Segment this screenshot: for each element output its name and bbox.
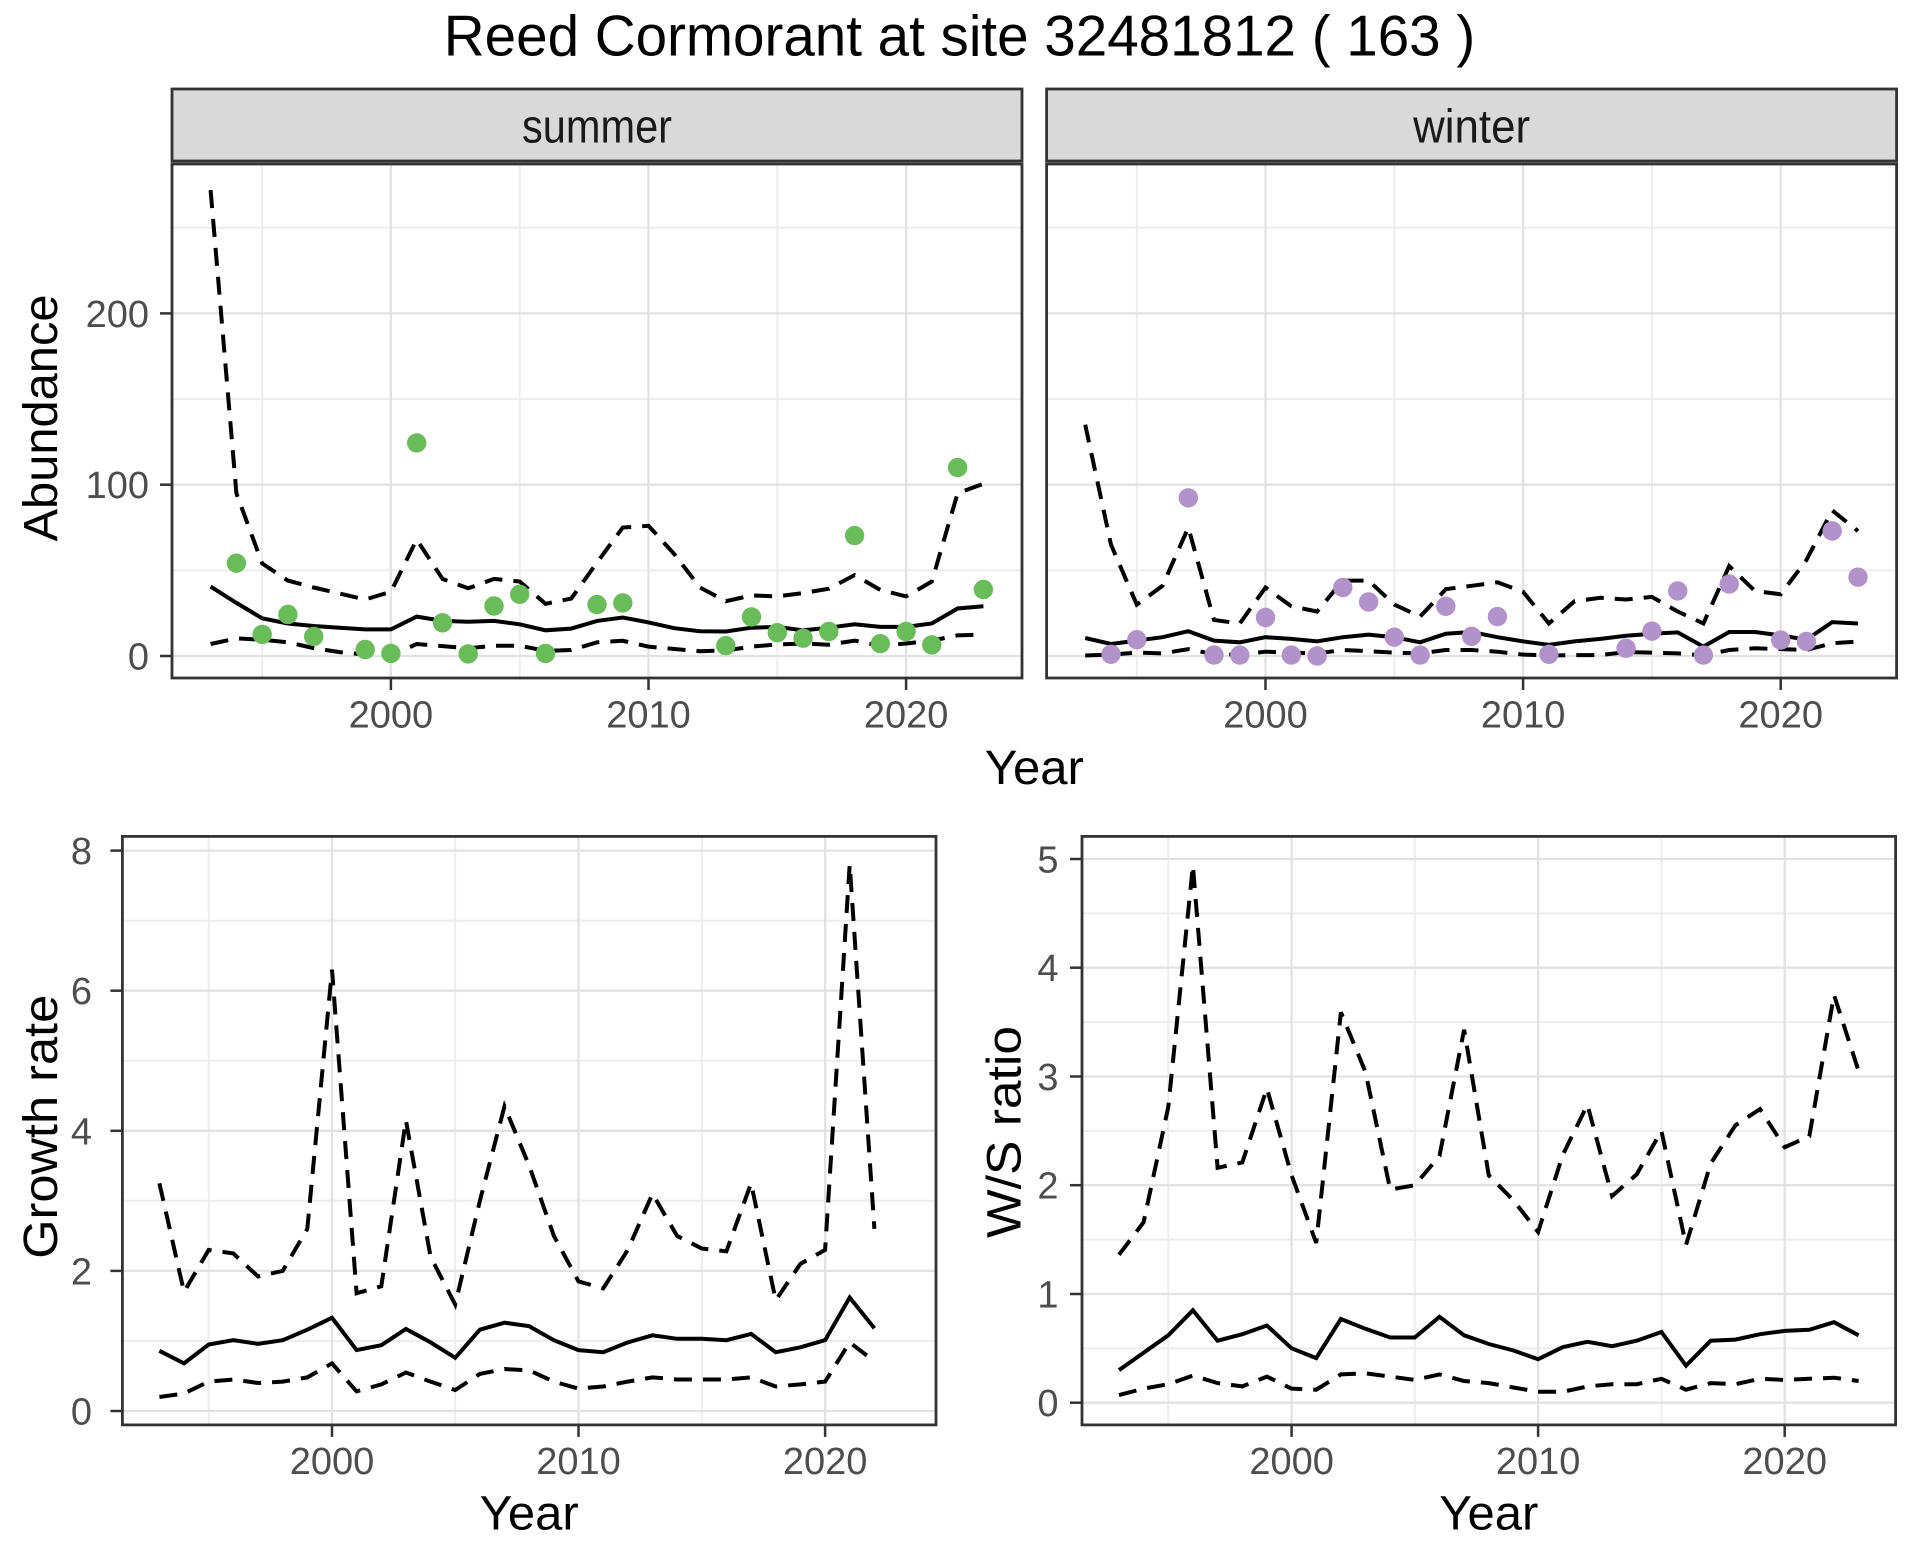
- svg-text:2000: 2000: [290, 1441, 375, 1483]
- svg-text:200: 200: [86, 294, 149, 336]
- svg-text:2: 2: [1037, 1166, 1058, 1208]
- svg-text:W/S ratio: W/S ratio: [977, 1026, 1031, 1238]
- svg-text:1: 1: [1037, 1275, 1058, 1317]
- svg-text:Reed Cormorant at site 3248181: Reed Cormorant at site 32481812 ( 163 ): [444, 4, 1475, 68]
- svg-text:0: 0: [128, 637, 149, 679]
- svg-text:2010: 2010: [536, 1441, 621, 1483]
- svg-text:4: 4: [1037, 948, 1058, 990]
- svg-text:2010: 2010: [1496, 1441, 1581, 1483]
- svg-text:0: 0: [71, 1392, 92, 1434]
- svg-text:4: 4: [71, 1111, 92, 1153]
- svg-text:0: 0: [1037, 1383, 1058, 1425]
- svg-text:2020: 2020: [783, 1441, 868, 1483]
- svg-text:Abundance: Abundance: [14, 295, 68, 542]
- svg-text:2000: 2000: [1223, 695, 1308, 737]
- svg-text:summer: summer: [522, 100, 672, 153]
- svg-text:2000: 2000: [1249, 1441, 1334, 1483]
- svg-text:2020: 2020: [1742, 1441, 1827, 1483]
- svg-text:3: 3: [1037, 1057, 1058, 1099]
- svg-text:2020: 2020: [864, 695, 949, 737]
- svg-text:2000: 2000: [349, 695, 434, 737]
- svg-text:Year: Year: [1439, 1487, 1538, 1541]
- svg-text:Year: Year: [985, 741, 1084, 795]
- svg-text:Growth rate: Growth rate: [14, 995, 68, 1259]
- svg-text:2010: 2010: [606, 695, 691, 737]
- svg-text:8: 8: [71, 831, 92, 873]
- svg-text:2010: 2010: [1481, 695, 1566, 737]
- svg-text:Year: Year: [480, 1487, 579, 1541]
- svg-text:winter: winter: [1412, 100, 1530, 153]
- svg-text:6: 6: [71, 971, 92, 1013]
- svg-text:2: 2: [71, 1251, 92, 1293]
- svg-text:5: 5: [1037, 840, 1058, 882]
- svg-text:100: 100: [86, 465, 149, 507]
- svg-text:2020: 2020: [1738, 695, 1823, 737]
